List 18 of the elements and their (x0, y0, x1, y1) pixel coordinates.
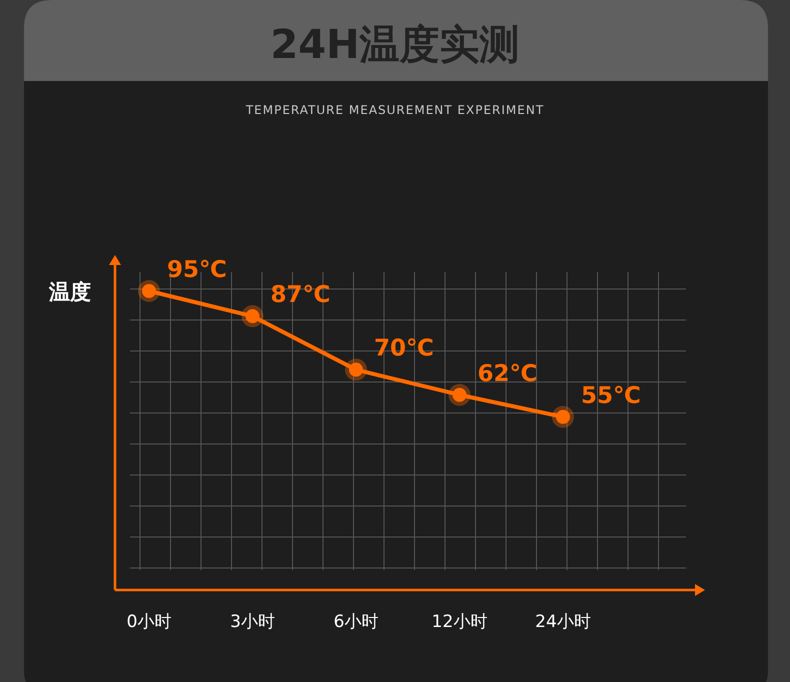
data-label: 87℃ (270, 282, 330, 308)
x-tick-label: 12小时 (432, 612, 488, 632)
x-tick-label: 6小时 (334, 612, 378, 632)
data-label: 70℃ (374, 336, 434, 362)
y-axis-title: 温度 (48, 280, 91, 304)
point (138, 280, 160, 302)
x-tick-label: 24小时 (535, 612, 591, 632)
x-tick-label: 3小时 (230, 612, 275, 632)
chart-subtitle: TEMPERATURE MEASUREMENT EXPERIMENT (244, 103, 544, 117)
chart-title: 24H温度实测 (270, 22, 520, 68)
point (242, 305, 264, 328)
data-label: 62℃ (478, 360, 538, 387)
data-label: 95℃ (167, 257, 227, 283)
x-tick-label: 0小时 (126, 612, 172, 632)
point (448, 384, 470, 406)
point (345, 358, 367, 381)
data-label: 55℃ (581, 382, 641, 409)
point (552, 406, 574, 428)
